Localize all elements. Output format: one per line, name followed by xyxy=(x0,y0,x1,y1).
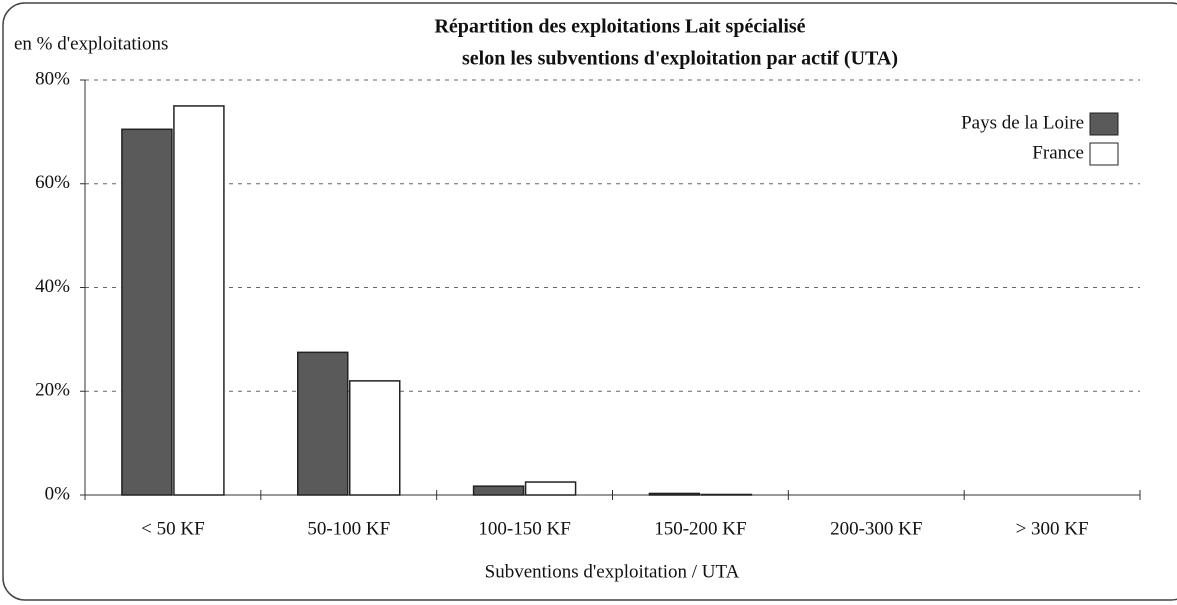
legend-swatch xyxy=(1089,142,1119,166)
y-tick-label: 80% xyxy=(35,68,70,89)
bar xyxy=(297,351,349,496)
x-tick-label: < 50 KF xyxy=(141,518,205,539)
bar xyxy=(700,493,753,496)
x-tick-label: 50-100 KF xyxy=(307,518,390,539)
bar xyxy=(349,380,401,496)
bar xyxy=(472,485,525,496)
x-axis-label: Subventions d'exploitation / UTA xyxy=(485,561,740,582)
y-tick-label: 20% xyxy=(35,380,70,401)
bar xyxy=(173,105,225,496)
bar xyxy=(121,128,173,496)
legend-label: France xyxy=(1032,142,1084,163)
x-tick-label: 100-150 KF xyxy=(478,518,570,539)
y-tick-label: 0% xyxy=(45,483,71,504)
x-tick-label: 150-200 KF xyxy=(654,518,746,539)
x-tick-label: 200-300 KF xyxy=(830,518,922,539)
y-axis-label: en % d'exploitations xyxy=(14,33,168,54)
chart-title: Répartition des exploitations Lait spéci… xyxy=(434,16,805,38)
bar xyxy=(524,481,577,496)
chart-title: selon les subventions d'exploitation par… xyxy=(462,48,898,70)
legend-swatch xyxy=(1089,112,1119,136)
legend-label: Pays de la Loire xyxy=(961,112,1084,133)
y-tick-label: 60% xyxy=(35,172,70,193)
y-tick-label: 40% xyxy=(35,276,70,297)
x-tick-label: > 300 KF xyxy=(1016,518,1089,539)
bar xyxy=(648,492,701,496)
